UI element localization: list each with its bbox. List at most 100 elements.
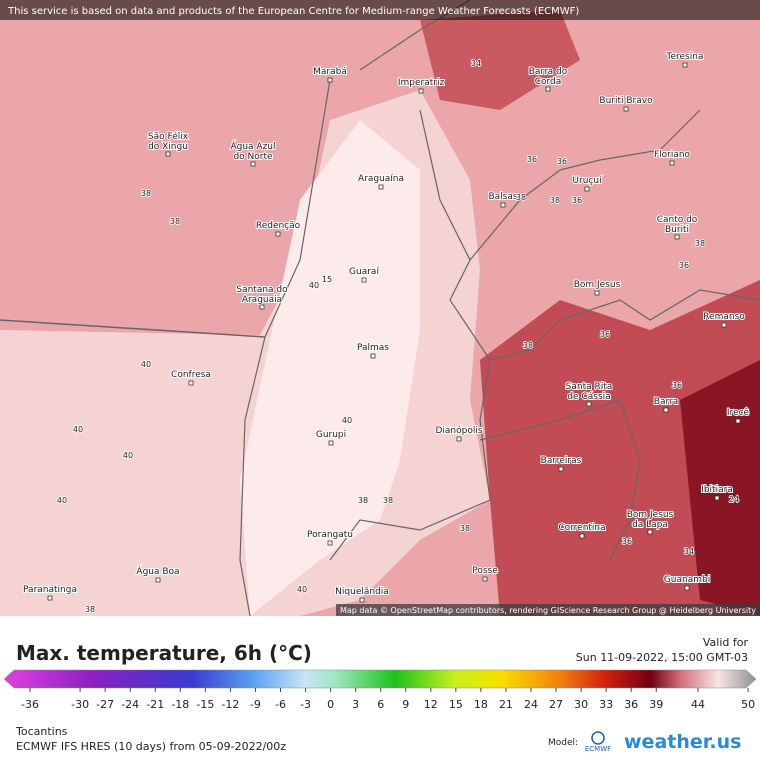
- city-label: Teresina: [666, 52, 704, 62]
- city-label: Marabá: [313, 67, 347, 77]
- ecmwf-logo: ECMWF: [585, 745, 611, 753]
- city-label: Floriano: [654, 150, 691, 160]
- city-marker: [674, 234, 680, 240]
- contour-label: 38: [85, 605, 95, 614]
- attribution-bg: [336, 604, 760, 616]
- city-marker: [500, 202, 506, 208]
- city-marker: [370, 353, 376, 359]
- city-label: Irecê: [727, 407, 750, 418]
- city-label: Barra: [654, 397, 678, 407]
- contour-label: 38: [550, 196, 560, 205]
- scale-tick-label: 0: [327, 698, 334, 711]
- city-marker: [327, 540, 333, 546]
- city-marker: [378, 184, 384, 190]
- city-marker: [647, 529, 653, 535]
- warmest-zone: [240, 120, 420, 616]
- scale-tick-label: -18: [171, 698, 189, 711]
- city-label: Confresa: [171, 370, 211, 380]
- scale-tick-label: -30: [71, 698, 89, 711]
- city-label: Guaraí: [349, 267, 379, 277]
- city-label: Buriti Bravo: [599, 96, 653, 106]
- city-marker: [359, 597, 365, 603]
- contour-label: 38: [695, 239, 705, 248]
- contour-label: 40: [57, 496, 67, 505]
- scale-tick-label: 33: [599, 698, 613, 711]
- city-label: Canto do Buriti: [657, 215, 698, 235]
- city-marker: [275, 231, 281, 237]
- city-marker: [155, 577, 161, 583]
- scale-tick-label: -9: [250, 698, 261, 711]
- contour-label: 38: [141, 189, 151, 198]
- city-label: Paranatinga: [23, 585, 77, 595]
- city-label: São Félix do Xingu: [148, 131, 189, 152]
- city-label: Correntina: [558, 523, 605, 533]
- attribution: Map data © OpenStreetMap contributors, r…: [340, 606, 756, 615]
- hottest-zone: [680, 360, 760, 616]
- city-marker: [594, 290, 600, 296]
- city-marker: [165, 151, 171, 157]
- city-label: Ibitiara: [701, 485, 733, 495]
- scale-tick-label: -15: [196, 698, 214, 711]
- city-label: Redenção: [256, 221, 301, 231]
- contour-label: 38: [523, 341, 533, 350]
- city-marker: [584, 186, 590, 192]
- contour-label: 15: [322, 275, 332, 284]
- banner: This service is based on data and produc…: [7, 6, 579, 17]
- city-marker: [669, 160, 675, 166]
- city-marker: [328, 440, 334, 446]
- city-label: Balsas: [488, 192, 517, 202]
- city-marker: [188, 380, 194, 386]
- city-marker: [361, 277, 367, 283]
- city-label: Guanambi: [664, 575, 710, 585]
- contour-label: 24: [729, 495, 739, 504]
- city-marker: [721, 322, 727, 328]
- state-borders: [239, 0, 760, 617]
- scale-tick-label: -27: [96, 698, 114, 711]
- scale-tick-label: 27: [549, 698, 563, 711]
- city-marker: [735, 418, 741, 424]
- contour-label: 36: [557, 157, 567, 166]
- model-line: ECMWF IFS HRES (10 days) from 05-09-2022…: [16, 740, 286, 753]
- scale-tick-label: 36: [624, 698, 638, 711]
- contour-label: 40: [141, 360, 151, 369]
- city-marker: [545, 86, 551, 92]
- contour-label: 34: [684, 547, 694, 556]
- city-label: Posse: [472, 566, 498, 576]
- contour-label: 38: [460, 524, 470, 533]
- scale-tick-label: -36: [21, 698, 39, 711]
- city-marker: [663, 407, 669, 413]
- city-label: Araguaína: [358, 174, 404, 184]
- city-marker: [259, 304, 265, 310]
- city-marker: [579, 533, 585, 539]
- scale-tick-label: 9: [402, 698, 409, 711]
- contour-label: 38: [383, 496, 393, 505]
- city-marker: [714, 495, 720, 501]
- hot-zone: [480, 280, 760, 616]
- valid-time: Sun 11-09-2022, 15:00 GMT-03: [576, 651, 748, 664]
- city-marker: [47, 595, 53, 601]
- valid-label: Valid for: [703, 636, 749, 649]
- scale-tick-label: 24: [524, 698, 538, 711]
- city-label: Barreiras: [541, 456, 582, 466]
- city-marker: [558, 466, 564, 472]
- scale-tick-label: -6: [275, 698, 286, 711]
- city-marker: [418, 88, 424, 94]
- contour-label: 40: [309, 281, 319, 290]
- contour-label: 40: [297, 585, 307, 594]
- city-label: Santana do Araguaia: [236, 285, 288, 305]
- city-marker: [684, 585, 690, 591]
- city-label: Porangatu: [307, 530, 353, 540]
- scale-tick-label: 44: [691, 698, 705, 711]
- brand: weather.us: [624, 731, 741, 753]
- hot-zone-north: [420, 10, 580, 110]
- city-label: Água Azul do Norte: [230, 140, 275, 162]
- city-label: Santa Rita de Cássia: [566, 382, 613, 402]
- banner-bg: [0, 0, 760, 20]
- model-label: Model:: [548, 738, 578, 748]
- scale-tick-label: 12: [424, 698, 438, 711]
- color-scale: [3, 669, 757, 689]
- contour-label: 36: [672, 381, 682, 390]
- scale-tick-label: 3: [352, 698, 359, 711]
- city-marker: [482, 576, 488, 582]
